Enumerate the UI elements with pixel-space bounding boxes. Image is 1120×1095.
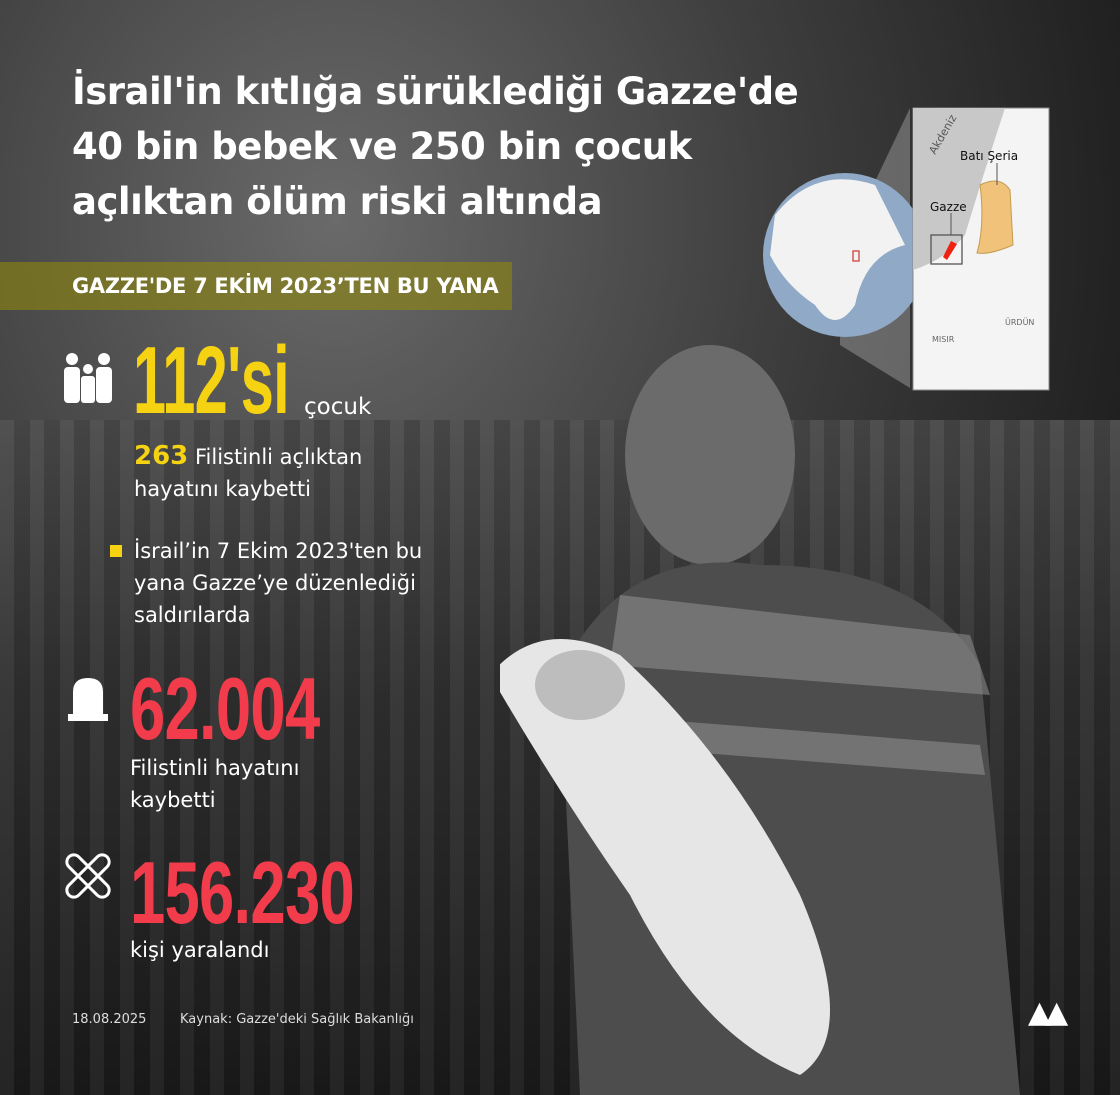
children-count: 112'si	[133, 327, 290, 434]
killed-text: kaybetti	[130, 788, 216, 812]
headline-line: İsrail'in kıtlığa sürüklediği Gazze'de	[72, 70, 799, 113]
starvation-text: Filistinli açlıktan	[194, 445, 363, 469]
bandage-icon	[65, 853, 111, 899]
section-band: GAZZE'DE 7 EKİM 2023’TEN BU YANA	[0, 262, 512, 310]
headline: İsrail'in kıtlığa sürüklediği Gazze'de 4…	[72, 64, 832, 229]
attacks-note: İsrail’in 7 Ekim 2023'ten bu yana Gazze’…	[134, 535, 474, 631]
map-label-gaza: Gazze	[930, 200, 967, 214]
note-line: İsrail’in 7 Ekim 2023'ten bu	[134, 539, 423, 563]
footer-source: Kaynak: Gazze'deki Sağlık Bakanlığı	[180, 1012, 414, 1027]
starvation-text: hayatını kaybetti	[134, 477, 312, 501]
headline-line: açlıktan ölüm riski altında	[72, 180, 603, 223]
bullet-square-icon	[110, 545, 122, 557]
headline-line: 40 bin bebek ve 250 bin çocuk	[72, 125, 692, 168]
children-count-box: 112'si	[133, 327, 299, 434]
photo-father-holding-baby	[500, 345, 1020, 1095]
children-unit: çocuk	[304, 394, 372, 420]
killed-text: Filistinli hayatını	[130, 756, 300, 780]
note-line: yana Gazze’ye düzenlediği	[134, 571, 416, 595]
map-label-egypt: MISIR	[932, 335, 955, 344]
injured-count: 156.230	[130, 843, 355, 942]
note-line: saldırılarda	[134, 603, 251, 627]
footer-date: 18.08.2025	[72, 1012, 147, 1027]
gravestone-icon	[68, 678, 108, 721]
injured-count-box: 156.230	[130, 843, 375, 942]
killed-count: 62.004	[130, 659, 320, 758]
starvation-count: 263	[134, 441, 189, 471]
family-icon	[64, 353, 112, 403]
killed-count-box: 62.004	[130, 659, 345, 758]
map-label-jordan: ÜRDÜN	[1005, 317, 1034, 327]
map-label-west-bank: Batı Şeria	[960, 149, 1018, 163]
aa-logo: ▲▲	[1028, 995, 1068, 1030]
band-label: GAZZE'DE 7 EKİM 2023’TEN BU YANA	[72, 274, 499, 298]
injured-text: kişi yaralandı	[130, 938, 270, 962]
locator-map: Akdeniz Batı Şeria Gazze MISIR ÜRDÜN	[763, 107, 1050, 391]
